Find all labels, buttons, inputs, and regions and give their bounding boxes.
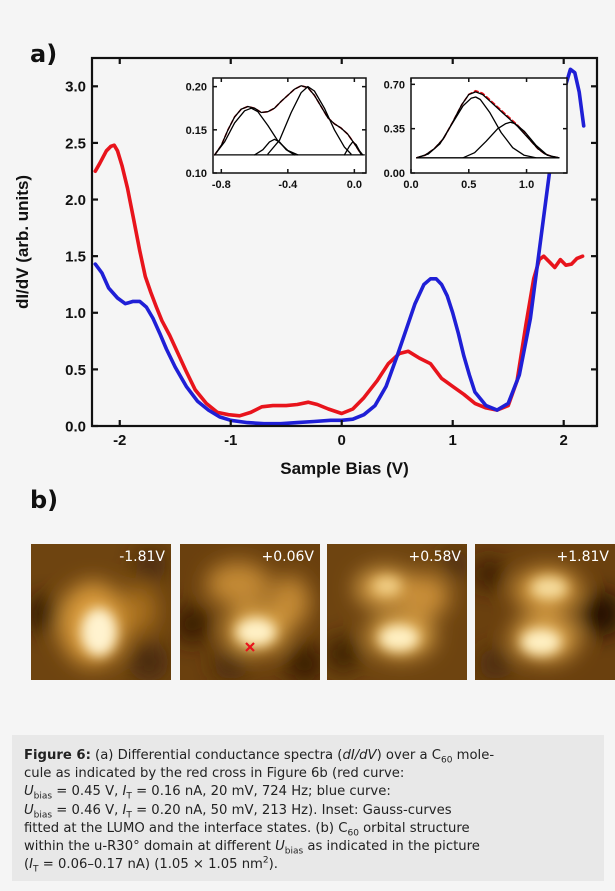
caption-text: ) over a C — [376, 748, 441, 763]
stm-image-2: +0.06V — [180, 544, 320, 680]
caption-text: bias — [284, 846, 304, 857]
caption-text: cule as indicated by the red cross in Fi… — [24, 766, 405, 782]
inset-left-frame — [212, 77, 367, 174]
caption-text: as indicated in the picture — [303, 839, 480, 855]
caption-text: T — [33, 864, 39, 875]
inset-left-series-4 — [253, 138, 296, 156]
main-xtick-label: 0 — [338, 432, 346, 449]
main-xtick-label: 1 — [449, 432, 457, 449]
caption-text: = 0.45 V, — [52, 784, 123, 800]
main-ytick-label: 0.0 — [65, 418, 86, 435]
inset-left-series-6 — [343, 141, 364, 156]
caption-text: 60 — [347, 828, 359, 839]
caption-text: bias — [33, 810, 53, 821]
caption-text: = 0.46 V, — [52, 802, 123, 818]
inset-left-series-5 — [267, 85, 352, 155]
inset-right-xtick-label: 0.0 — [403, 179, 418, 191]
caption-text: mole- — [452, 748, 495, 763]
inset-right-ytick-label: 0.00 — [384, 168, 405, 180]
caption-text: I — [122, 784, 127, 800]
main-ytick-label: 1.5 — [65, 249, 86, 266]
main-series-1 — [93, 143, 585, 418]
main-chart: -2 -1 0 1 2 0.0 0.5 1.0 1.5 2.0 2.5 3.0 Sample Bias … — [13, 56, 599, 478]
caption-text: orbital structure — [358, 820, 470, 836]
stm-label-4: +1.81V — [556, 549, 609, 565]
stm-image-3: +0.58V — [327, 544, 467, 680]
caption-text: = 0.20 nA, 50 mV, 213 Hz). Inset: Gauss-… — [131, 802, 452, 818]
caption-text: T — [126, 792, 132, 803]
caption-text: U — [24, 802, 34, 818]
inset-left-series-2 — [214, 85, 362, 156]
main-chart: -2 -1 0 1 2 0.0 0.5 1.0 1.5 2.0 2.5 3.0 Sample Bias … — [13, 56, 599, 478]
caption-text: dI/dV — [342, 748, 377, 763]
inset-left-ytick-label: 0.15 — [186, 125, 207, 137]
stm-image-1: -1.81V — [31, 544, 171, 680]
inset-right-ytick-label: 0.35 — [384, 124, 405, 136]
inset-left-background — [213, 78, 366, 173]
main-ytick-label: 2.5 — [65, 135, 86, 152]
caption-head: Figure 6: — [24, 748, 91, 763]
caption-text: fitted at the LUMO and the interface sta… — [24, 820, 348, 836]
main-series-2 — [93, 67, 586, 426]
inset-left-chart: -0.8 -0.4 0.0 0.10 0.15 0.20 — [186, 77, 367, 191]
main-xtick-label: -1 — [224, 432, 237, 449]
caption-text: ). — [268, 857, 278, 873]
main-ytick-label: 0.5 — [65, 362, 86, 379]
caption-text: U — [24, 784, 34, 800]
inset-right-background — [411, 78, 567, 173]
caption-text: within the u-R30° domain at different — [24, 839, 276, 855]
caption-text: 60 — [440, 755, 453, 766]
panel-b-label: b) — [30, 486, 59, 514]
inset-right-frame — [410, 77, 568, 174]
panel-a-label: a) — [30, 40, 58, 68]
inset-left-xtick-label: 0.0 — [347, 179, 362, 191]
caption-text: U — [275, 839, 285, 855]
main-ytick-label: 3.0 — [65, 79, 86, 96]
stm-image-4: +1.81V — [475, 544, 615, 680]
inset-right-ytick-label: 0.70 — [384, 79, 405, 91]
caption-text: 2 — [262, 855, 269, 866]
inset-left-ytick-label: 0.10 — [186, 168, 207, 180]
inset-left-xtick-label: -0.4 — [278, 179, 298, 191]
stm-label-3: +0.58V — [408, 549, 461, 565]
caption-text: I — [29, 857, 34, 873]
stm-label-1: -1.81V — [119, 549, 165, 565]
caption-text: ( — [24, 857, 30, 873]
main-frame — [90, 56, 599, 428]
stm-label-2: +0.06V — [261, 549, 314, 565]
y-axis-title: dI/dV (arb. units) — [13, 175, 32, 309]
red-cross-marker — [245, 642, 255, 652]
caption-text: = 0.06–0.17 nA) (1.05 × 1.05 nm — [38, 857, 263, 873]
caption-text: I — [122, 802, 127, 818]
caption-text: (a) Differential conductance spectra ( — [90, 748, 343, 763]
x-axis-title: Sample Bias (V) — [280, 459, 409, 478]
inset-right-chart: 0.0 0.5 1.0 0.00 0.35 0.70 — [384, 77, 568, 191]
inset-right-series-3 — [416, 96, 537, 159]
inset-left-ytick-label: 0.20 — [186, 82, 207, 94]
inset-right-xtick-label: 0.5 — [461, 179, 476, 191]
inset-left-xtick-label: -0.8 — [212, 179, 231, 191]
caption-text: T — [126, 810, 132, 821]
caption-text: = 0.16 nA, 20 mV, 724 Hz; blue curve: — [131, 784, 391, 800]
figure-caption: Figure 6: (a) Differential conductance s… — [12, 735, 604, 881]
main-xtick-label: -2 — [113, 432, 126, 449]
main-ytick-label: 2.0 — [65, 192, 86, 209]
inset-right-series-4 — [462, 121, 560, 159]
inset-right-xtick-label: 1.0 — [519, 179, 534, 191]
caption-text: bias — [33, 792, 53, 803]
main-xtick-label: 2 — [560, 432, 568, 449]
main-ytick-label: 1.0 — [65, 305, 86, 322]
